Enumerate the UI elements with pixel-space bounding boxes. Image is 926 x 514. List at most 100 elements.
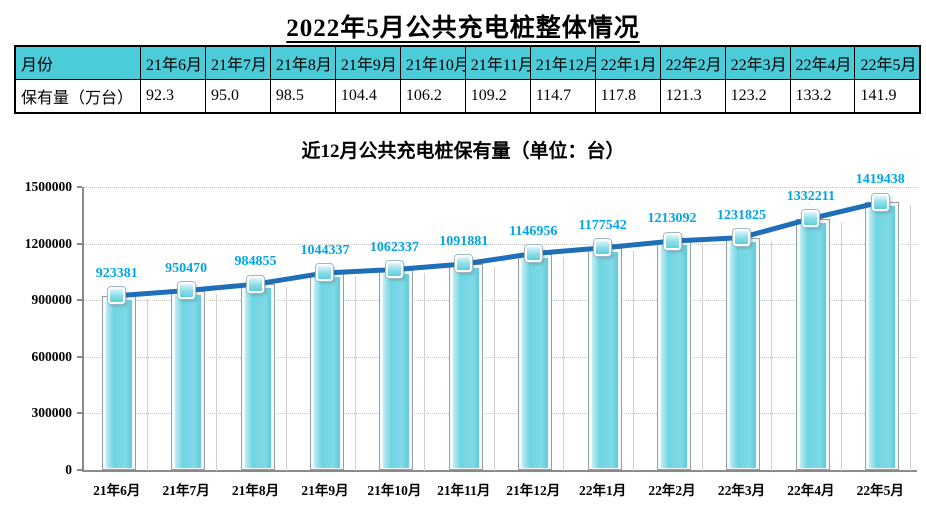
bar [448, 264, 495, 471]
data-point-marker [247, 275, 265, 293]
chart-title: 近12月公共充电桩保有量（单位：台） [301, 141, 625, 162]
y-axis-tick [77, 355, 82, 358]
table-header-cell: 21年8月 [269, 45, 336, 80]
bar-fill [452, 268, 479, 468]
table-header-cell: 21年11月 [464, 45, 531, 80]
gridline [84, 243, 917, 245]
table-header-row: 月份 21年6月 21年7月 21年8月 21年9月 21年10月 21年11月 21年12月… [14, 45, 921, 80]
x-axis-tick-label: 21年6月 [93, 483, 141, 498]
data-point-marker [455, 255, 473, 273]
table-value-cell: 117.8 [594, 79, 661, 114]
bar-fill [799, 222, 826, 468]
x-axis-tick-label: 22年5月 [856, 483, 904, 498]
x-axis-tick-label: 21年9月 [301, 483, 349, 498]
x-axis-tick-label: 21年12月 [506, 483, 561, 498]
table-header-cell: 21年7月 [204, 45, 271, 80]
bar-fill [869, 206, 896, 468]
data-point-value-label: 1332211 [786, 188, 835, 204]
gridline [84, 356, 917, 358]
table-value-cell: 123.2 [724, 79, 791, 114]
data-point-marker [108, 287, 126, 305]
bar-fill [313, 276, 340, 468]
table-value-cell: 104.4 [334, 79, 401, 114]
table-header-cell: 22年2月 [659, 45, 726, 80]
table-header-cell: 22年1月 [594, 45, 661, 80]
data-point-value-label: 1213092 [647, 211, 697, 227]
y-axis-tick-label: 900000 [31, 292, 73, 308]
bar-fill [661, 245, 688, 468]
table-header-month: 月份 [14, 45, 141, 80]
table-value-cell: 121.3 [659, 79, 726, 114]
bar-fill [522, 257, 549, 468]
x-axis-tick-label: 21年10月 [367, 483, 422, 498]
bar-fill [244, 288, 271, 468]
bar-line-chart: 0 300000 600000 900000 1200000 1500000 21年6月 21… [0, 172, 926, 514]
bar [101, 295, 148, 472]
bar-fill [383, 273, 410, 468]
y-axis-tick-label: 0 [65, 462, 72, 477]
bar [587, 247, 634, 472]
x-axis-tick-label: 21年8月 [231, 483, 280, 498]
data-point-marker [385, 261, 403, 279]
bar [518, 253, 565, 472]
trend-polyline [114, 199, 883, 299]
data-point-value-label: 1177542 [578, 217, 627, 233]
data-point-value-label: 923381 [95, 265, 138, 281]
data-point-marker [871, 193, 889, 211]
x-axis-tick-label: 22年1月 [579, 483, 627, 498]
bar [171, 290, 218, 472]
gridline [84, 413, 917, 415]
table-value-cell: 98.5 [269, 79, 336, 114]
table-value-cell: 109.2 [464, 79, 531, 114]
x-axis-tick-label: 22年2月 [648, 483, 696, 498]
table-value-cell: 95.0 [204, 79, 271, 114]
data-point-marker [177, 282, 195, 300]
table-value-cell: 106.2 [399, 79, 466, 114]
plot-area [82, 187, 917, 472]
bar [657, 241, 704, 471]
page-title: 2022年5月公共充电桩整体情况 [286, 15, 640, 42]
bar-fill [591, 251, 618, 468]
data-point-marker [663, 232, 681, 250]
x-axis-tick-label: 22年4月 [787, 483, 835, 498]
data-point-value-label: 1062337 [369, 239, 419, 255]
data-point-value-label: 950470 [165, 260, 208, 276]
table-row-label: 保有量（万台） [14, 79, 141, 114]
data-point-value-label: 984855 [234, 254, 277, 270]
holdings-table: 月份 21年6月 21年7月 21年8月 21年9月 21年10月 21年11月 21年12月… [14, 45, 921, 114]
y-axis-tick-label: 1500000 [24, 179, 72, 194]
x-axis-tick-label: 21年11月 [437, 483, 491, 498]
y-axis-tick [77, 186, 82, 188]
data-point-marker [732, 229, 750, 247]
table-header-cell: 21年12月 [529, 45, 596, 80]
y-axis-tick [77, 242, 82, 245]
y-axis-tick [77, 412, 82, 415]
gridline [84, 300, 917, 302]
y-axis-tick-label: 600000 [31, 348, 73, 364]
bar-fill [105, 299, 132, 468]
data-point-marker [802, 210, 820, 228]
bar [795, 218, 842, 472]
table-header-cell: 22年5月 [854, 45, 921, 80]
y-axis-tick [77, 299, 82, 302]
bar [379, 269, 426, 472]
data-point-value-label: 1146956 [509, 223, 558, 239]
y-axis-tick-label: 1200000 [24, 235, 72, 251]
x-axis-tick-label: 22年3月 [717, 483, 766, 498]
data-point-marker [316, 264, 334, 282]
bar-fill [730, 241, 757, 468]
table-value-cell: 141.9 [854, 79, 921, 114]
bar-fill [175, 294, 202, 468]
gridline [84, 187, 917, 188]
table-header-cell: 22年3月 [724, 45, 791, 80]
data-point-marker [594, 239, 612, 257]
y-axis-tick [77, 469, 82, 471]
data-point-value-label: 1044337 [300, 242, 350, 258]
x-axis-tick-label: 21年7月 [162, 483, 210, 498]
data-point-value-label: 1419438 [855, 172, 905, 188]
table-header-cell: 21年9月 [334, 45, 401, 80]
table-header-cell: 22年4月 [789, 45, 856, 80]
table-value-cell: 114.7 [529, 79, 596, 114]
bar [240, 284, 287, 471]
